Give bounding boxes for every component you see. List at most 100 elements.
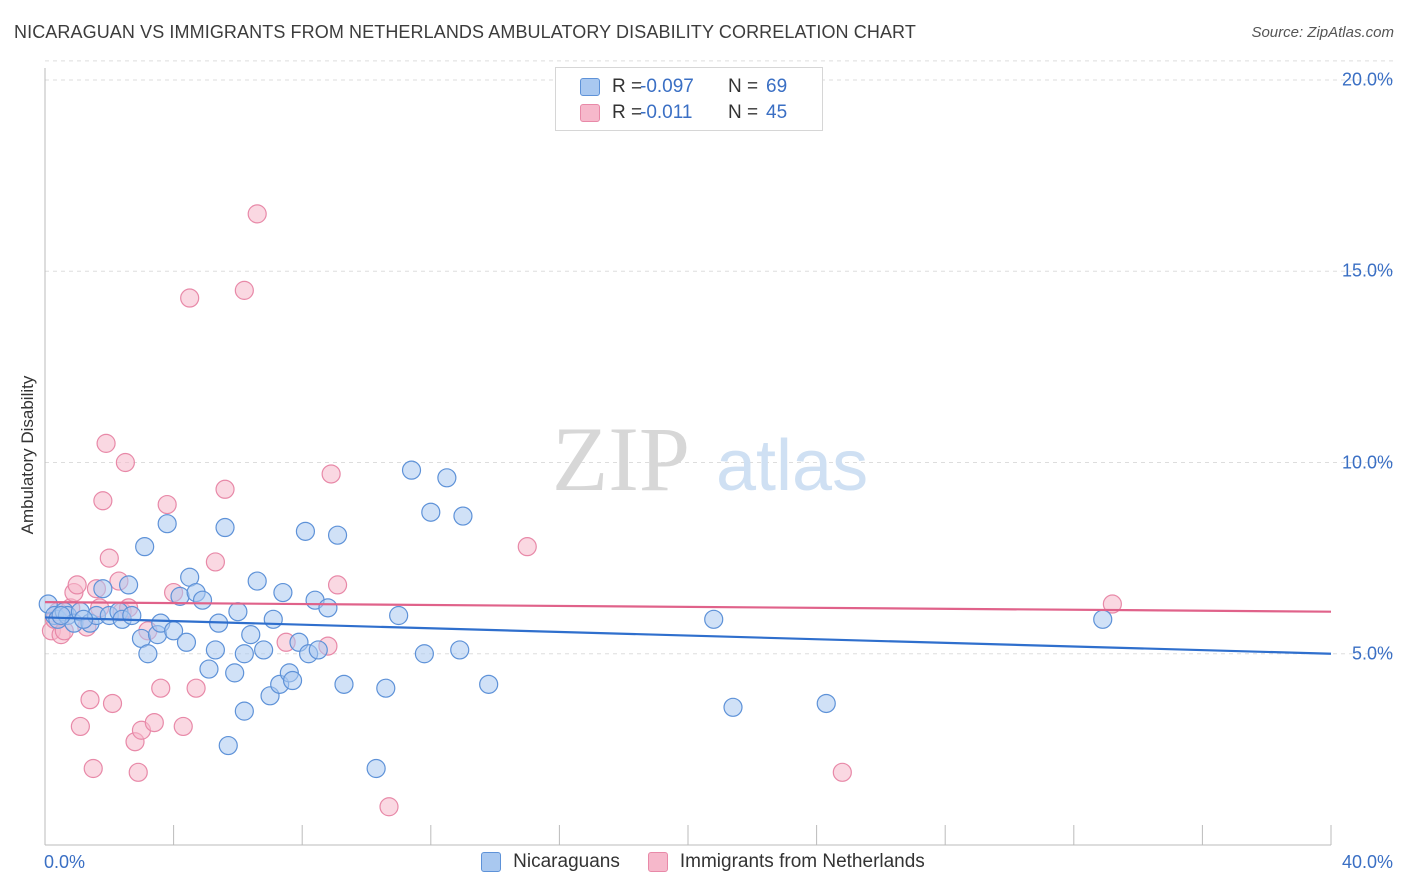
watermark-logo: ZIP atlas bbox=[552, 408, 868, 510]
nicaraguan-point bbox=[51, 605, 71, 626]
netherlands-point bbox=[99, 548, 119, 568]
netherlands-point bbox=[186, 678, 206, 698]
axes bbox=[44, 68, 1332, 846]
netherlands-point bbox=[517, 537, 537, 557]
nicaraguan-point bbox=[218, 735, 238, 756]
netherlands-point bbox=[321, 464, 341, 484]
nicaraguan-point bbox=[273, 582, 293, 603]
legend-r-value: -0.097 bbox=[640, 76, 694, 97]
legend-swatch-blue bbox=[481, 852, 502, 872]
netherlands-point bbox=[80, 690, 100, 710]
nicaraguan-point bbox=[135, 537, 155, 557]
nicaraguan-point bbox=[176, 632, 197, 652]
nicaraguan-point bbox=[414, 644, 434, 664]
gridlines bbox=[45, 60, 1393, 655]
nicaraguan-point bbox=[205, 640, 225, 660]
chart-title: NICARAGUAN VS IMMIGRANTS FROM NETHERLAND… bbox=[14, 22, 916, 42]
legend-r-label: R = bbox=[612, 76, 643, 97]
nicaraguan-point bbox=[401, 460, 422, 480]
nicaraguan-point bbox=[704, 609, 724, 629]
netherlands-point bbox=[93, 491, 113, 511]
nicaraguan-point bbox=[199, 659, 219, 679]
nicaraguan-point bbox=[241, 625, 261, 645]
x-tick-max: 40.0% bbox=[1341, 852, 1393, 872]
legend-row-netherlands: R = -0.011 N = 45 bbox=[580, 101, 840, 125]
netherlands-point bbox=[327, 575, 348, 595]
nicaraguan-point bbox=[327, 525, 348, 545]
nicaraguans-trend-line bbox=[44, 616, 1332, 655]
y-tick-label: 5.0% bbox=[1351, 643, 1393, 664]
legend-swatch-pink bbox=[580, 104, 600, 122]
netherlands-point bbox=[70, 716, 90, 737]
y-tick-label: 15.0% bbox=[1341, 260, 1393, 281]
netherlands-point bbox=[102, 693, 123, 714]
nicaraguan-point bbox=[93, 579, 113, 599]
nicaraguan-point bbox=[479, 674, 499, 694]
netherlands-point bbox=[215, 479, 235, 499]
legend-item-nicaraguans: Nicaraguans bbox=[481, 851, 620, 873]
legend-r-value: -0.011 bbox=[640, 102, 693, 123]
nicaraguan-point bbox=[421, 502, 441, 522]
y-tick-label: 10.0% bbox=[1341, 452, 1393, 472]
netherlands-point bbox=[180, 288, 200, 308]
legend-item-netherlands: Immigrants from Netherlands bbox=[647, 851, 925, 873]
series-immigrants-netherlands bbox=[41, 204, 1122, 817]
netherlands-point bbox=[128, 762, 148, 782]
legend-swatch-pink bbox=[647, 852, 668, 872]
nicaraguan-point bbox=[295, 521, 316, 541]
nicaraguan-point bbox=[450, 640, 470, 660]
legend-label: Nicaraguans bbox=[513, 851, 620, 872]
netherlands-point bbox=[151, 678, 171, 698]
legend-n-label: N = bbox=[728, 76, 759, 97]
y-tick-label: 20.0% bbox=[1341, 69, 1393, 90]
netherlands-point bbox=[96, 433, 116, 453]
legend-label: Immigrants from Netherlands bbox=[679, 851, 925, 872]
nicaraguan-point bbox=[318, 598, 338, 618]
nicaraguan-point bbox=[263, 609, 283, 629]
legend-n-label: N = bbox=[728, 102, 759, 123]
nicaraguan-point bbox=[389, 605, 409, 626]
y-axis-label: Ambulatory Disability bbox=[18, 375, 37, 535]
netherlands-point bbox=[115, 452, 135, 473]
nicaraguan-point bbox=[282, 670, 303, 691]
nicaraguan-point bbox=[366, 758, 386, 779]
legend-swatch-blue bbox=[580, 78, 600, 96]
x-tick-min: 0.0% bbox=[44, 852, 86, 872]
netherlands-point bbox=[234, 280, 254, 300]
nicaraguan-point bbox=[234, 644, 254, 664]
netherlands-point bbox=[157, 494, 177, 515]
netherlands-point bbox=[205, 552, 225, 572]
netherlands-point bbox=[247, 204, 267, 224]
legend-r-label: R = bbox=[612, 102, 643, 123]
netherlands-point bbox=[1102, 594, 1122, 614]
watermark-zip: ZIP bbox=[552, 408, 690, 510]
nicaraguan-point bbox=[1093, 609, 1113, 629]
nicaraguan-point bbox=[138, 644, 158, 664]
nicaraguan-point bbox=[816, 693, 836, 714]
series-legend: Nicaraguans Immigrants from Netherlands bbox=[0, 851, 1406, 873]
nicaraguan-point bbox=[122, 605, 142, 626]
netherlands-point bbox=[379, 797, 399, 817]
legend-row-nicaraguans: R = -0.097 N = 69 bbox=[580, 75, 840, 99]
netherlands-point bbox=[832, 762, 852, 782]
nicaraguan-point bbox=[157, 514, 177, 534]
nicaraguan-point bbox=[308, 640, 328, 660]
nicaraguan-point bbox=[247, 571, 267, 591]
legend-n-value: 69 bbox=[766, 76, 788, 97]
nicaraguan-point bbox=[254, 640, 274, 660]
nicaraguan-point bbox=[334, 674, 354, 694]
nicaraguan-point bbox=[225, 663, 245, 683]
nicaraguan-point bbox=[215, 517, 235, 538]
nicaraguan-point bbox=[376, 678, 396, 698]
nicaraguan-point bbox=[723, 697, 743, 717]
nicaraguan-point bbox=[453, 506, 473, 526]
netherlands-trend-line bbox=[44, 601, 1332, 613]
nicaraguan-point bbox=[437, 468, 457, 488]
nicaraguan-point bbox=[192, 590, 213, 610]
netherlands-point bbox=[173, 716, 193, 737]
netherlands-point bbox=[83, 758, 103, 779]
nicaraguan-point bbox=[118, 575, 139, 595]
watermark-atlas: atlas bbox=[716, 426, 868, 506]
source-label: Source: ZipAtlas.com bbox=[1251, 24, 1394, 41]
